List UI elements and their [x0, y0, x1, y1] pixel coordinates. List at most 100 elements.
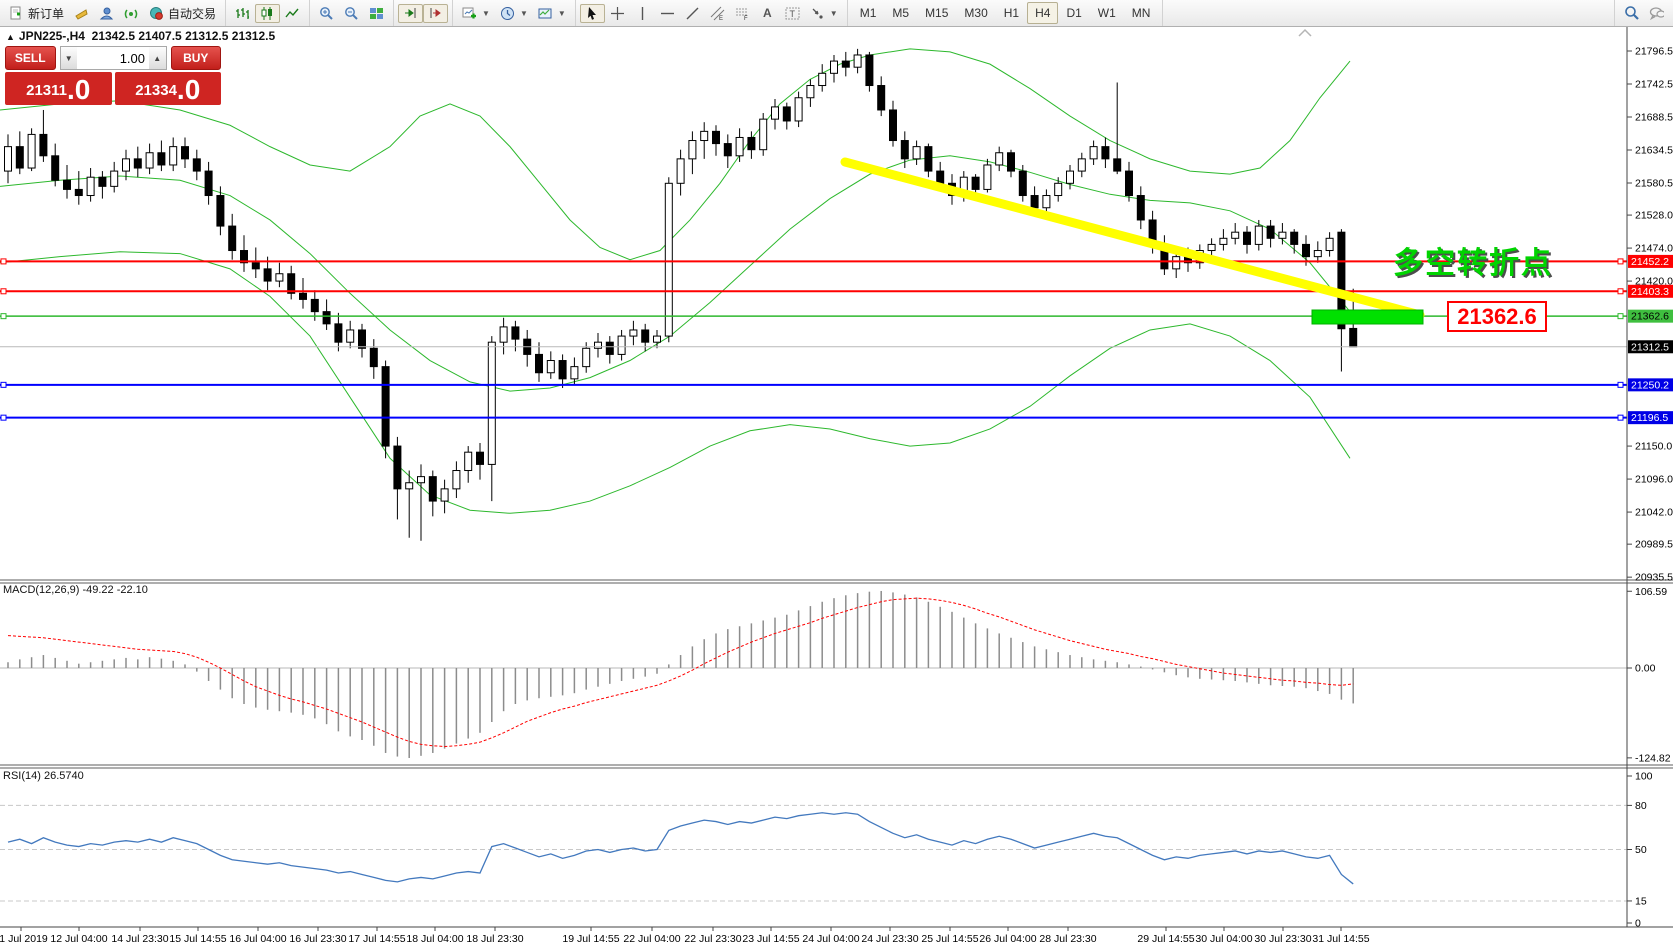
green-highlight-bar[interactable]: [1311, 309, 1424, 325]
sell-button[interactable]: SELL: [5, 46, 56, 70]
volume-decrease-button[interactable]: ▼: [59, 46, 77, 70]
news-button[interactable]: [119, 4, 144, 23]
metaquotes-button[interactable]: [69, 4, 94, 23]
time-label: 29 Jul 14:55: [1137, 933, 1194, 945]
timeframe-button-MN[interactable]: MN: [1131, 6, 1151, 20]
profiles-caret[interactable]: ▼: [519, 8, 528, 18]
time-label: 18 Jul 04:00: [406, 933, 463, 945]
time-label: 22 Jul 04:00: [623, 933, 680, 945]
arrows-button[interactable]: ▼: [805, 4, 843, 23]
zoom-in-button[interactable]: [314, 4, 339, 23]
price-tick-label: 21474.0: [1635, 243, 1673, 255]
time-label: 16 Jul 23:30: [289, 933, 346, 945]
yellow-trendline[interactable]: [840, 157, 1425, 320]
price-tick-label: 20989.5: [1635, 539, 1673, 551]
time-label: 16 Jul 04:00: [229, 933, 286, 945]
rsi-axis-label: 80: [1635, 800, 1647, 812]
tile-windows-icon: [369, 6, 384, 21]
hline-left-handle: [0, 288, 7, 295]
autoscroll-icon: [403, 6, 418, 21]
macd-axis-label: 0.00: [1635, 663, 1656, 675]
volume-input[interactable]: [77, 46, 149, 70]
sell-price[interactable]: 21311 .0: [5, 72, 112, 105]
volume-increase-button[interactable]: ▲: [149, 46, 167, 70]
price-tick-label: 21150.0: [1635, 441, 1672, 453]
profiles-button[interactable]: ▼: [495, 4, 533, 23]
turning-point-annotation[interactable]: 多空转折点: [1393, 247, 1553, 280]
crosshair-icon: [610, 6, 625, 21]
search-button[interactable]: [1619, 4, 1644, 23]
autotrading-button[interactable]: 自动交易: [144, 3, 221, 24]
new-chart-icon: [462, 6, 477, 21]
vertical-line-button[interactable]: [630, 4, 655, 23]
timeframe-button-M30[interactable]: M30: [964, 6, 988, 20]
time-label: 17 Jul 14:55: [348, 933, 405, 945]
level-price-box[interactable]: 21362.6: [1447, 301, 1547, 332]
price-tick-label: 21688.5: [1635, 111, 1673, 123]
price-flag-21403.3: 21403.3: [1631, 286, 1669, 298]
price-flag-21362.6: 21362.6: [1631, 311, 1669, 323]
text-label-button[interactable]: T: [780, 4, 805, 23]
timeframe-group: M1 M5 M15 M30 H1 H4 D1 W1 MN: [848, 0, 1164, 26]
crosshair-button[interactable]: [605, 4, 630, 23]
hline-right-handle: [1617, 414, 1624, 421]
signal-icon: [124, 6, 139, 21]
templates-caret[interactable]: ▼: [557, 8, 566, 18]
timeframe-button-H1[interactable]: H1: [1003, 6, 1020, 20]
time-label: 28 Jul 23:30: [1039, 933, 1096, 945]
new-order-button[interactable]: 新订单: [4, 3, 69, 24]
new-order-label: 新订单: [28, 6, 65, 21]
buy-price[interactable]: 21334 .0: [114, 72, 221, 105]
bollinger-lower: [0, 251, 1351, 514]
price-tick-label: 21742.5: [1635, 78, 1673, 90]
community-button[interactable]: [94, 4, 119, 23]
time-label: 24 Jul 04:00: [802, 933, 859, 945]
channel-button[interactable]: E: [705, 4, 730, 23]
timeframe-button-M15[interactable]: M15: [925, 6, 949, 20]
new-chart-caret[interactable]: ▼: [482, 8, 490, 18]
time-label: 19 Jul 14:55: [562, 933, 619, 945]
chart-line-button[interactable]: [280, 4, 305, 23]
chart-candles-button[interactable]: [255, 3, 281, 23]
tile-windows-button[interactable]: [364, 4, 389, 23]
cursor-button[interactable]: [579, 3, 605, 23]
cursor-icon: [585, 6, 600, 21]
timeframe-button-M5[interactable]: M5: [892, 6, 910, 20]
time-label: 30 Jul 04:00: [1195, 933, 1252, 945]
panel-collapse-arrow[interactable]: ▲: [6, 32, 15, 42]
autoscroll-button[interactable]: [398, 3, 424, 23]
chart-shift-button[interactable]: [423, 3, 449, 23]
chat-icon: [1649, 6, 1664, 21]
time-label: 24 Jul 23:30: [861, 933, 918, 945]
line-chart-icon: [285, 6, 300, 21]
text-button[interactable]: A: [755, 4, 780, 23]
timeframe-button-H4[interactable]: H4: [1027, 2, 1059, 24]
chart-title: ▲ JPN225-,H4 21342.5 21407.5 21312.5 2131…: [6, 29, 275, 43]
trendline-button[interactable]: [680, 4, 705, 23]
timeframe-button-D1[interactable]: D1: [1066, 6, 1082, 20]
arrows-caret[interactable]: ▼: [829, 8, 838, 18]
time-label: 25 Jul 14:55: [921, 933, 978, 945]
arrows-icon: [810, 6, 825, 21]
macd-pane: [0, 590, 1627, 758]
price-flag-21452.2: 21452.2: [1631, 256, 1669, 268]
chart-bars-button[interactable]: [230, 4, 255, 23]
rsi-axis-label: 50: [1635, 844, 1647, 856]
timeframe-button-M1[interactable]: M1: [859, 6, 877, 20]
svg-text:F: F: [744, 16, 748, 21]
text-label-icon: T: [785, 6, 800, 21]
buy-button[interactable]: BUY: [170, 46, 221, 70]
timeframe-button-W1[interactable]: W1: [1097, 6, 1116, 20]
person-icon: [99, 6, 114, 21]
macd-axis-label: 106.59: [1635, 586, 1667, 598]
zoom-out-button[interactable]: [339, 4, 364, 23]
chat-button[interactable]: [1644, 4, 1669, 23]
new-chart-button[interactable]: ▼: [457, 4, 495, 23]
templates-button[interactable]: ▼: [533, 4, 571, 23]
macd-indicator-label: MACD(12,26,9) -49.22 -22.10: [3, 584, 148, 596]
chart-ohlc-values: 21342.5 21407.5 21312.5 21312.5: [91, 29, 276, 43]
horizontal-line-button[interactable]: [655, 4, 680, 23]
price-tick-label: 20935.5: [1635, 572, 1673, 584]
fibonacci-button[interactable]: F: [730, 4, 755, 23]
